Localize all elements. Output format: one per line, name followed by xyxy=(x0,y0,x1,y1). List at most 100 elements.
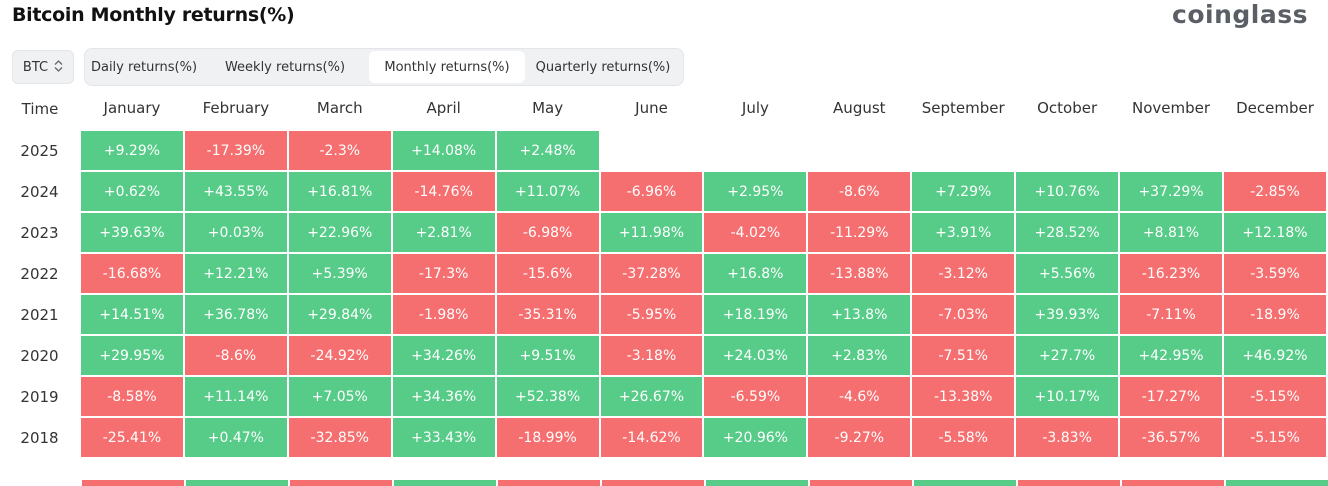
table-row: 2025 +9.29% -17.39% -2.3% +14.08% +2.48% xyxy=(0,129,1328,172)
year-cell: 2020 xyxy=(20,346,59,365)
return-cell: +39.93% xyxy=(1014,293,1121,336)
return-cell: -35.31% xyxy=(494,293,601,336)
return-cell: -11.29% xyxy=(806,211,913,254)
return-cell: +9.51% xyxy=(494,334,601,377)
return-cell: -8.6% xyxy=(806,170,913,213)
return-cell: -18.99% xyxy=(494,416,601,459)
asset-select[interactable]: BTC xyxy=(12,50,74,84)
partial-cell xyxy=(1120,480,1224,486)
return-cell: -18.9% xyxy=(1221,293,1328,336)
partial-cell xyxy=(288,480,392,486)
return-cell: +37.29% xyxy=(1118,170,1224,213)
return-cell: +12.18% xyxy=(1221,211,1328,254)
return-cell: +14.51% xyxy=(79,293,185,336)
return-cell: -13.38% xyxy=(910,375,1017,418)
return-cell: +11.98% xyxy=(598,211,705,254)
table-row: 2019 -8.58% +11.14% +7.05% +34.36% +52.38% +26… xyxy=(0,375,1328,418)
table-row: 2018 -25.41% +0.47% -32.85% +33.43% -18.99% -1… xyxy=(0,416,1328,459)
return-cell: +29.84% xyxy=(286,293,393,336)
return-cell: +2.95% xyxy=(702,170,809,213)
return-cell: +27.7% xyxy=(1014,334,1121,377)
return-cell: +0.03% xyxy=(182,211,289,254)
return-cell: -37.28% xyxy=(598,252,705,295)
return-cell: +36.78% xyxy=(182,293,289,336)
return-cell: -8.6% xyxy=(182,334,289,377)
column-header-may: May xyxy=(532,99,564,117)
table-row: 2022 -16.68% +12.21% +5.39% -17.3% -15.6% -37.… xyxy=(0,252,1328,295)
return-cell: +33.43% xyxy=(390,416,497,459)
return-cell: -3.59% xyxy=(1221,252,1328,295)
table-row: 2021 +14.51% +36.78% +29.84% -1.98% -35.31% -5… xyxy=(0,293,1328,336)
return-cell: +43.55% xyxy=(182,170,289,213)
return-cell: -9.27% xyxy=(806,416,913,459)
return-cell: -3.18% xyxy=(598,334,705,377)
column-header-september: September xyxy=(921,99,1005,117)
partial-cell xyxy=(80,480,184,486)
column-header-time: Time xyxy=(21,99,59,118)
return-cell: +16.81% xyxy=(286,170,393,213)
return-cell: +3.91% xyxy=(910,211,1017,254)
return-cell xyxy=(806,129,913,172)
column-header-february: February xyxy=(202,99,270,117)
return-cell: -5.15% xyxy=(1221,416,1328,459)
return-cell: -16.68% xyxy=(79,252,185,295)
return-cell: +42.95% xyxy=(1118,334,1224,377)
return-cell xyxy=(1118,129,1224,172)
return-cell: +11.07% xyxy=(494,170,601,213)
return-cell: +20.96% xyxy=(702,416,809,459)
return-cell xyxy=(1014,129,1121,172)
return-cell: +28.52% xyxy=(1014,211,1121,254)
return-cell: -6.96% xyxy=(598,170,705,213)
return-cell: -2.85% xyxy=(1221,170,1328,213)
column-header-january: January xyxy=(103,99,161,117)
column-header-june: June xyxy=(635,99,668,117)
coinglass-logo[interactable]: coinglass xyxy=(1172,0,1308,29)
return-cell: -14.76% xyxy=(390,170,497,213)
return-cell: +12.21% xyxy=(182,252,289,295)
return-cell: -16.23% xyxy=(1118,252,1224,295)
partial-cell xyxy=(392,480,496,486)
return-cell: +5.39% xyxy=(286,252,393,295)
return-cell: -32.85% xyxy=(286,416,393,459)
return-cell xyxy=(1221,129,1328,172)
return-cell: +0.62% xyxy=(79,170,185,213)
return-cell: +26.67% xyxy=(598,375,705,418)
return-cell: +7.29% xyxy=(910,170,1017,213)
tab-quarterly[interactable]: Quarterly returns(%) xyxy=(535,59,671,75)
return-cell: -7.51% xyxy=(910,334,1017,377)
table-row: 2024 +0.62% +43.55% +16.81% -14.76% +11.07% -6… xyxy=(0,170,1328,213)
tab-weekly[interactable]: Weekly returns(%) xyxy=(224,59,346,75)
return-cell: -17.3% xyxy=(390,252,497,295)
return-cell: +14.08% xyxy=(390,129,497,172)
return-cell: -13.88% xyxy=(806,252,913,295)
return-cell xyxy=(702,129,809,172)
return-cell: -8.58% xyxy=(79,375,185,418)
return-cell: -3.12% xyxy=(910,252,1017,295)
returns-table: Time January February March April May June Jul… xyxy=(0,87,1328,459)
return-cell: -7.11% xyxy=(1118,293,1224,336)
table-row: 2020 +29.95% -8.6% -24.92% +34.26% +9.51% -3.1… xyxy=(0,334,1328,377)
year-cell: 2023 xyxy=(20,223,59,242)
return-cell: +11.14% xyxy=(182,375,289,418)
partial-cell xyxy=(912,480,1016,486)
tab-daily[interactable]: Daily returns(%) xyxy=(90,59,198,75)
return-cell: -6.98% xyxy=(494,211,601,254)
return-cell xyxy=(910,129,1017,172)
return-cell: +7.05% xyxy=(286,375,393,418)
return-cell: -4.6% xyxy=(806,375,913,418)
tab-monthly[interactable]: Monthly returns(%) xyxy=(369,51,525,83)
partial-cell xyxy=(184,480,288,486)
return-cell: +18.19% xyxy=(702,293,809,336)
table-row-partial xyxy=(80,480,1328,486)
return-cell: -17.27% xyxy=(1118,375,1224,418)
return-cell: +10.17% xyxy=(1014,375,1121,418)
column-header-march: March xyxy=(316,99,363,117)
return-cell: +9.29% xyxy=(79,129,185,172)
return-cell: +0.47% xyxy=(182,416,289,459)
year-cell: 2022 xyxy=(20,264,59,283)
return-cell: -6.59% xyxy=(702,375,809,418)
toolbar: BTC Daily returns(%) Weekly returns(%) Mon… xyxy=(12,48,684,86)
year-cell: 2018 xyxy=(20,428,59,447)
return-cell: -15.6% xyxy=(494,252,601,295)
return-cell: -3.83% xyxy=(1014,416,1121,459)
